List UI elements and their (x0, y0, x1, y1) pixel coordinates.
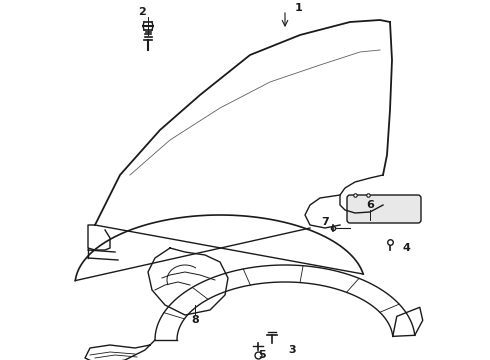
Text: 1: 1 (295, 3, 303, 13)
Text: 2: 2 (138, 7, 146, 17)
Text: 3: 3 (288, 345, 295, 355)
Text: 4: 4 (402, 243, 410, 253)
Text: 7: 7 (321, 217, 329, 227)
Text: 5: 5 (258, 350, 266, 360)
Text: 6: 6 (366, 200, 374, 210)
FancyBboxPatch shape (347, 195, 421, 223)
Text: 8: 8 (191, 315, 199, 325)
